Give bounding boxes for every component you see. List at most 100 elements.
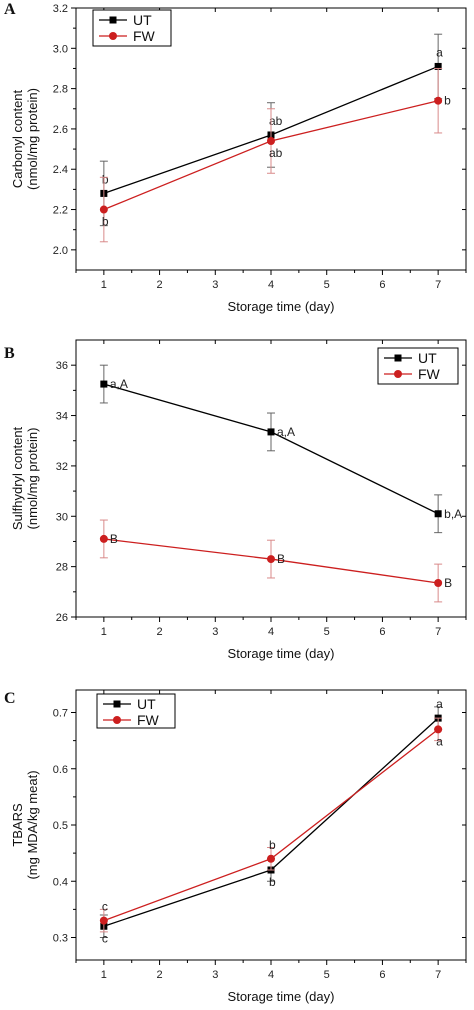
y-tick-label: 28 <box>56 562 68 574</box>
data-point <box>434 579 443 588</box>
y-axis-title: Sulfhydryl content(nmol/mg protein) <box>10 426 40 530</box>
data-label: b <box>269 838 276 852</box>
legend-marker <box>113 700 121 708</box>
data-point <box>267 137 275 146</box>
x-tick-label: 1 <box>101 279 107 291</box>
data-point <box>434 510 442 518</box>
data-point <box>99 534 108 543</box>
data-label: a,A <box>110 377 128 391</box>
y-tick-label: 30 <box>56 511 68 523</box>
data-point <box>434 725 443 734</box>
data-label: b,A <box>444 507 462 521</box>
chart-panel-c: C 1 2 3 4 5 6 7 0.3 0.4 0.5 0.6 0.7 Storage time (day… <box>4 689 467 1004</box>
x-tick-label: 2 <box>157 969 163 981</box>
data-label: a <box>436 45 443 59</box>
legend-marker <box>394 354 402 362</box>
y-axis-title-line: Sulfhydryl content <box>10 426 25 530</box>
data-label: B <box>277 552 285 566</box>
series-fw: B B B <box>99 519 452 603</box>
series-fw: b ab b <box>99 67 451 243</box>
data-point <box>99 205 108 214</box>
panel-label: B <box>4 345 15 362</box>
data-label: c <box>102 900 108 914</box>
y-tick-label: 0.7 <box>53 708 68 720</box>
data-point <box>267 555 275 564</box>
y-axis-title-line: Carbonyl content <box>10 89 25 188</box>
x-tick-label: 7 <box>435 626 441 638</box>
data-label: a <box>436 734 443 748</box>
legend-label: FW <box>133 28 156 44</box>
y-tick-label: 0.3 <box>53 933 68 945</box>
x-tick-label: 1 <box>101 969 107 981</box>
y-tick-label: 0.5 <box>53 820 68 832</box>
x-tick-label: 7 <box>435 969 441 981</box>
x-tick-label: 5 <box>324 279 330 291</box>
legend-label: UT <box>137 696 156 712</box>
legend-box <box>96 693 176 729</box>
x-axis-title: Storage time (day) <box>228 299 335 314</box>
series-line <box>103 717 439 927</box>
x-tick-label: 3 <box>212 279 218 291</box>
legend-marker <box>394 370 402 378</box>
legend-marker <box>113 716 121 724</box>
data-label: c <box>102 931 108 945</box>
y-tick-label: 26 <box>56 612 68 624</box>
x-tick-label: 6 <box>379 969 385 981</box>
x-axis-title: Storage time (day) <box>228 989 335 1004</box>
series-ut: a,A a,A b,A <box>99 364 462 534</box>
series-ut: c b a <box>99 697 443 945</box>
x-tick-label: 4 <box>268 969 274 981</box>
y-axis-title: TBARS(mg MDA/kg meat) <box>10 770 40 879</box>
y-tick-label: 36 <box>56 360 68 372</box>
y-tick-label: 2.4 <box>53 164 68 176</box>
y-axis-title: Carbonyl content(nmol/mg protein) <box>10 88 40 190</box>
legend-marker <box>109 16 117 24</box>
legend-marker <box>109 32 117 40</box>
legend-label: FW <box>137 712 160 728</box>
x-tick-label: 7 <box>435 279 441 291</box>
data-label: b <box>102 215 109 229</box>
data-label: b <box>269 875 276 889</box>
plot-frame <box>75 689 467 961</box>
legend-label: UT <box>133 12 152 28</box>
data-label: a,A <box>277 425 295 439</box>
chart-panel-a: A 1 2 3 4 5 6 7 2.0 2.2 2.4 2.6 2.8 3.0 3.2 Storage tim… <box>4 1 467 314</box>
data-label: B <box>444 576 452 590</box>
series-fw: c b a <box>99 717 443 933</box>
x-tick-label: 1 <box>101 626 107 638</box>
x-tick-label: 6 <box>379 279 385 291</box>
x-tick-label: 6 <box>379 626 385 638</box>
x-tick-label: 2 <box>157 626 163 638</box>
data-label: a <box>436 697 443 711</box>
legend-box <box>377 347 459 385</box>
y-tick-label: 34 <box>56 411 68 423</box>
data-point <box>434 62 442 70</box>
legend-box <box>92 9 172 47</box>
panel-label: C <box>4 690 16 707</box>
y-tick-label: 0.4 <box>53 876 68 888</box>
data-label: B <box>110 532 118 546</box>
data-point <box>434 96 443 105</box>
data-point <box>100 380 108 388</box>
y-tick-label: 3.2 <box>53 3 68 15</box>
y-axis-title-line: (mg MDA/kg meat) <box>25 770 40 879</box>
x-tick-label: 5 <box>324 626 330 638</box>
data-label: ab <box>269 114 283 128</box>
panel-label: A <box>4 1 16 18</box>
series-line <box>103 728 439 922</box>
legend-label: UT <box>418 350 437 366</box>
x-tick-label: 4 <box>268 279 274 291</box>
data-label: b <box>444 94 451 108</box>
y-axis-title-line: (nmol/mg protein) <box>25 428 40 530</box>
y-tick-label: 0.6 <box>53 764 68 776</box>
y-tick-label: 32 <box>56 461 68 473</box>
x-tick-label: 3 <box>212 626 218 638</box>
legend-label: FW <box>418 366 441 382</box>
x-tick-label: 5 <box>324 969 330 981</box>
